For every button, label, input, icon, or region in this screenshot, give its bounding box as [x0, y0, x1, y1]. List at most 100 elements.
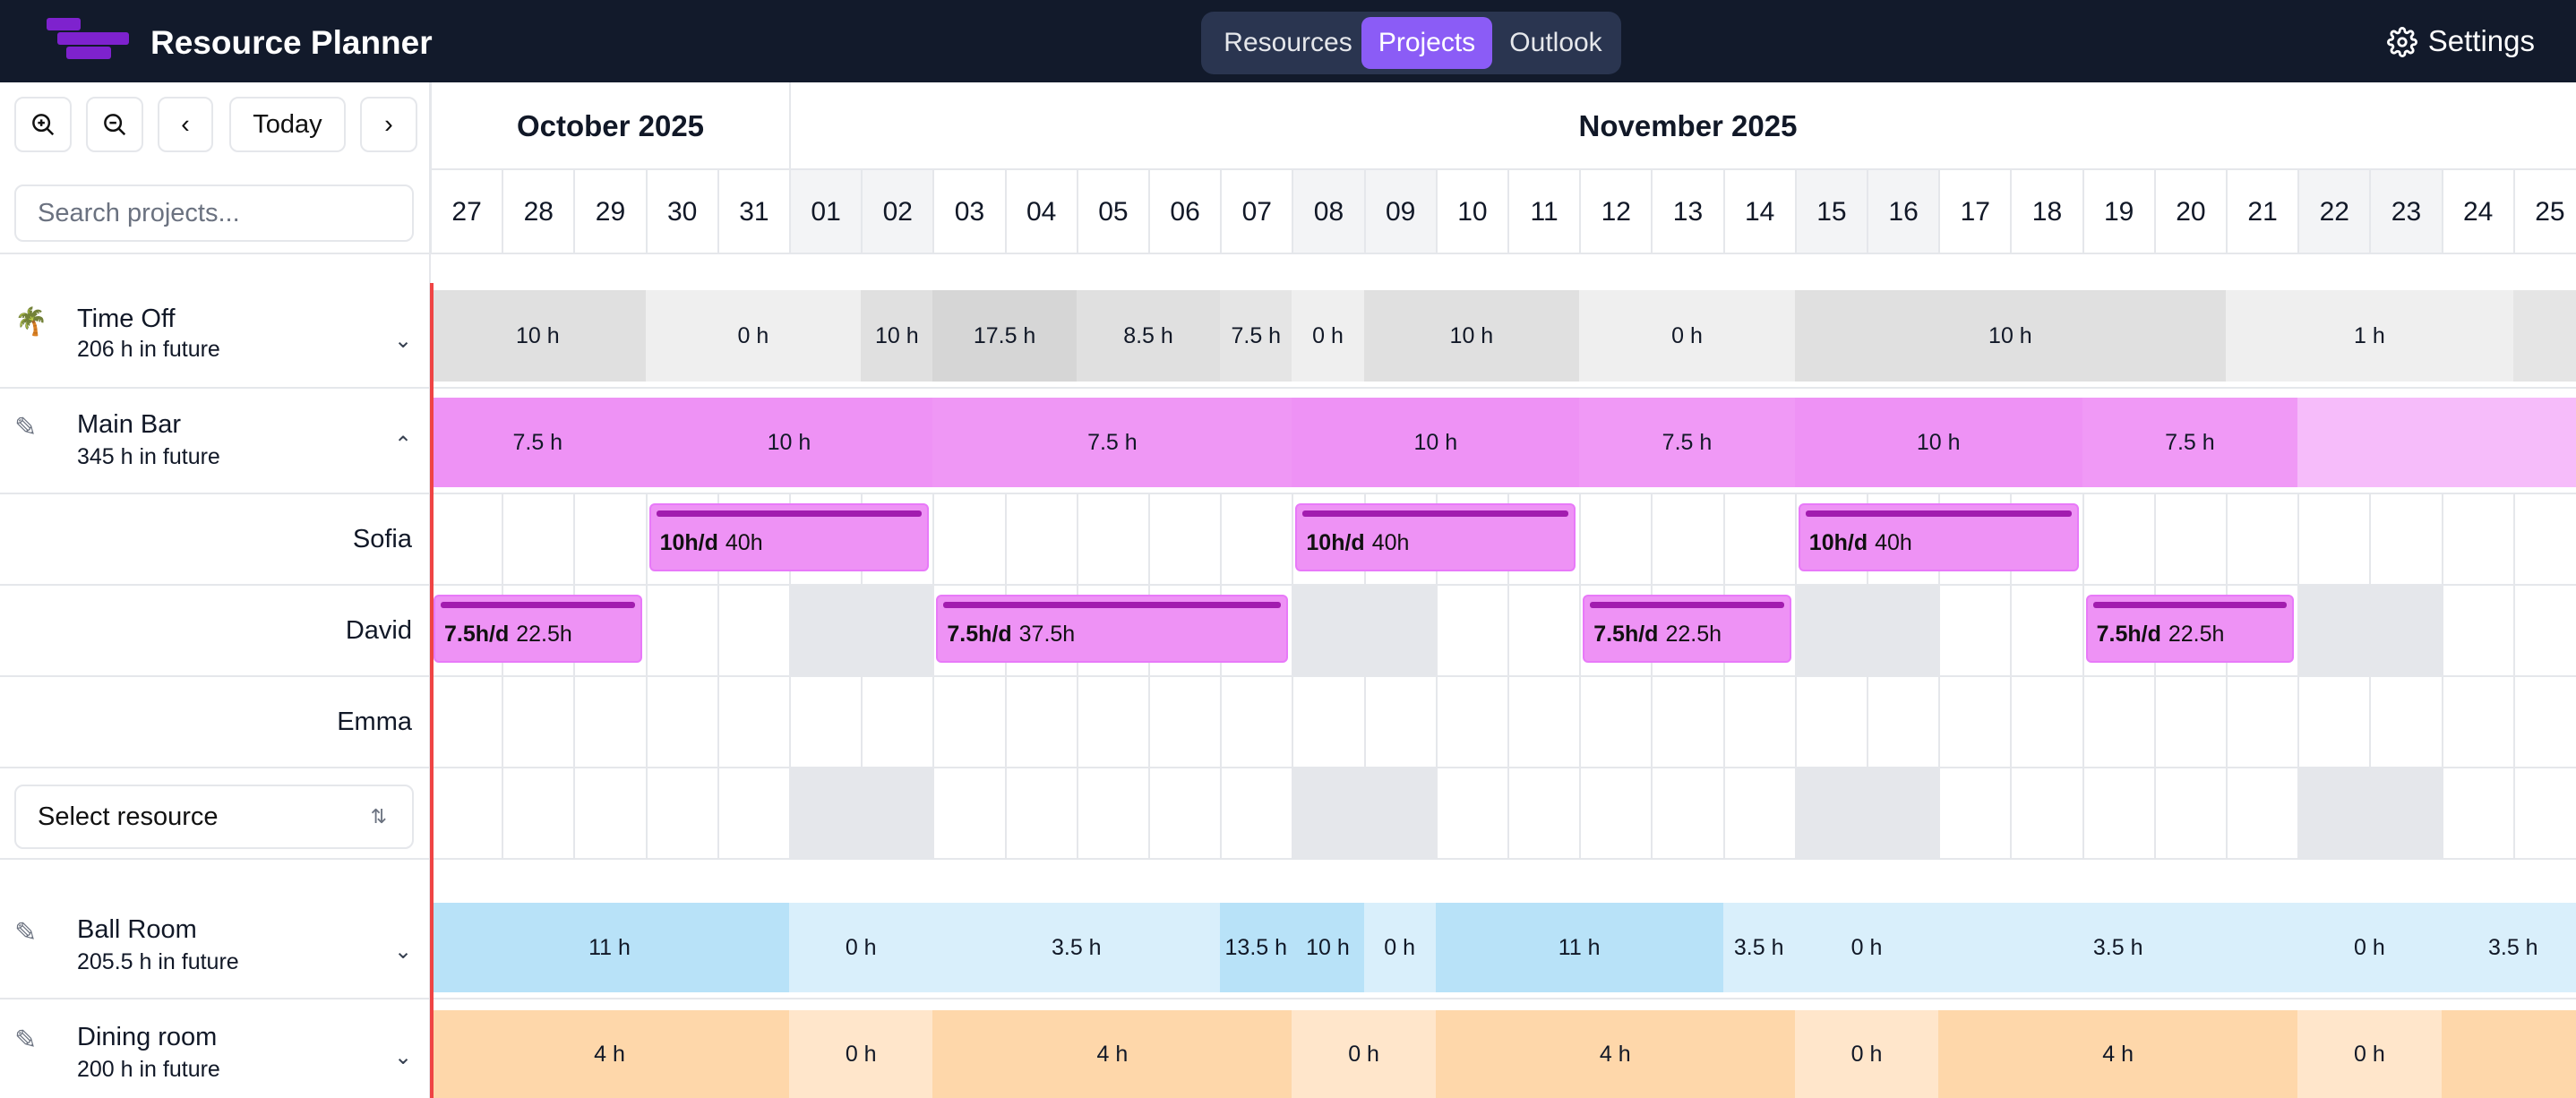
- hours-segment[interactable]: 8.5 h: [1076, 290, 1221, 382]
- day-cell[interactable]: [1938, 768, 2010, 858]
- day-cell[interactable]: [861, 586, 933, 675]
- day-cell[interactable]: [2010, 677, 2082, 767]
- day-cell[interactable]: [1435, 677, 1507, 767]
- hours-segment[interactable]: 4 h: [1435, 1010, 1795, 1098]
- day-cell[interactable]: [1794, 586, 1867, 675]
- day-cell[interactable]: [645, 586, 717, 675]
- settings-button[interactable]: Settings: [2386, 21, 2535, 61]
- hours-segment[interactable]: 3.5 h: [2441, 903, 2576, 992]
- hours-segment[interactable]: 10 h: [645, 398, 933, 487]
- day-cell[interactable]: [2226, 677, 2297, 767]
- day-cell[interactable]: [1651, 768, 1722, 858]
- hours-segment[interactable]: 11 h: [430, 903, 789, 992]
- search-input[interactable]: Search projects...: [14, 184, 414, 242]
- hours-segment[interactable]: 10 h: [430, 290, 646, 382]
- day-cell[interactable]: [2297, 494, 2369, 584]
- hours-segment[interactable]: 7.5 h: [430, 398, 646, 487]
- day-cell[interactable]: [1938, 677, 2010, 767]
- hours-segment[interactable]: 13.5 h: [1220, 903, 1292, 992]
- day-cell[interactable]: [502, 768, 573, 858]
- hours-segment[interactable]: 7.5 h: [932, 398, 1292, 487]
- day-cell[interactable]: [2369, 768, 2442, 858]
- day-cell[interactable]: [1579, 677, 1651, 767]
- day-cell[interactable]: [1579, 494, 1651, 584]
- day-cell[interactable]: [1004, 677, 1077, 767]
- tab-resources[interactable]: Resources: [1224, 28, 1352, 57]
- day-cell[interactable]: [2082, 586, 2154, 675]
- day-cell[interactable]: [2010, 768, 2082, 858]
- day-cell[interactable]: [1363, 768, 1436, 858]
- assignment-block[interactable]: 7.5h/d 37.5h: [936, 595, 1289, 663]
- day-cell[interactable]: [1507, 677, 1579, 767]
- hours-segment[interactable]: [2297, 398, 2576, 487]
- day-cell[interactable]: [717, 768, 789, 858]
- hours-segment[interactable]: 10 h: [1363, 290, 1580, 382]
- hours-segment[interactable]: 4 h: [1938, 1010, 2298, 1098]
- day-cell[interactable]: [2369, 586, 2442, 675]
- day-cell[interactable]: [2512, 677, 2576, 767]
- assignment-block[interactable]: 7.5h/d 22.5h: [2085, 595, 2295, 663]
- today-button[interactable]: Today: [229, 97, 346, 152]
- day-cell[interactable]: [1867, 768, 1939, 858]
- day-cell[interactable]: [430, 494, 502, 584]
- day-cell[interactable]: [1004, 768, 1077, 858]
- hours-segment[interactable]: 7.5 h: [2082, 398, 2298, 487]
- day-cell[interactable]: [1651, 677, 1722, 767]
- hours-segment[interactable]: 10 h: [1292, 398, 1580, 487]
- day-cell[interactable]: [1292, 494, 1363, 584]
- day-cell[interactable]: [932, 768, 1004, 858]
- day-cell[interactable]: [1435, 586, 1507, 675]
- hours-segment[interactable]: 4 h: [430, 1010, 789, 1098]
- day-cell[interactable]: [1579, 768, 1651, 858]
- day-cell[interactable]: [861, 768, 933, 858]
- hours-segment[interactable]: 7.5 h: [1220, 290, 1292, 382]
- day-cell[interactable]: [1076, 677, 1148, 767]
- day-cell[interactable]: [2512, 494, 2576, 584]
- day-cell[interactable]: [2153, 494, 2226, 584]
- day-cell[interactable]: [2441, 768, 2513, 858]
- day-cell[interactable]: [2226, 494, 2297, 584]
- hours-segment[interactable]: 0 h: [1794, 903, 1939, 992]
- day-cell[interactable]: [502, 677, 573, 767]
- hours-segment[interactable]: 0 h: [789, 903, 933, 992]
- day-cell[interactable]: [1004, 494, 1077, 584]
- day-cell[interactable]: [1292, 677, 1363, 767]
- day-cell[interactable]: [2369, 677, 2441, 767]
- hours-segment[interactable]: 0 h: [1292, 1010, 1436, 1098]
- day-cell[interactable]: [573, 677, 645, 767]
- chevron-up-icon[interactable]: ⌃: [394, 433, 413, 457]
- day-cell[interactable]: [2297, 586, 2370, 675]
- day-cell[interactable]: [2441, 494, 2513, 584]
- day-cell[interactable]: [1722, 768, 1795, 858]
- hours-segment[interactable]: 10 h: [1794, 290, 2226, 382]
- day-cell[interactable]: [1867, 677, 1938, 767]
- day-cell[interactable]: [2082, 768, 2154, 858]
- hours-segment[interactable]: 17.5 h: [932, 290, 1077, 382]
- next-button[interactable]: ›: [360, 97, 417, 152]
- hours-segment[interactable]: 0 h: [1579, 290, 1795, 382]
- assignment-block[interactable]: 10h/d 40h: [1295, 503, 1576, 571]
- day-cell[interactable]: [2441, 677, 2513, 767]
- day-cell[interactable]: [1651, 494, 1722, 584]
- day-cell[interactable]: [2441, 586, 2513, 675]
- day-cell[interactable]: [789, 768, 862, 858]
- day-cell[interactable]: [2082, 677, 2154, 767]
- hours-segment[interactable]: 3.5 h: [932, 903, 1221, 992]
- hours-segment[interactable]: 7.5 h: [1579, 398, 1795, 487]
- hours-segment[interactable]: 0 h: [2297, 903, 2442, 992]
- tab-outlook[interactable]: Outlook: [1509, 28, 1602, 57]
- day-cell[interactable]: [573, 768, 645, 858]
- day-cell[interactable]: [1220, 494, 1292, 584]
- day-cell[interactable]: [1794, 677, 1867, 767]
- day-cell[interactable]: [717, 586, 789, 675]
- day-cell[interactable]: [1794, 494, 1867, 584]
- day-cell[interactable]: [1435, 768, 1507, 858]
- day-cell[interactable]: [2153, 768, 2226, 858]
- day-cell[interactable]: [789, 677, 861, 767]
- hours-segment[interactable]: [2441, 1010, 2576, 1098]
- hours-segment[interactable]: 11 h: [1435, 903, 1723, 992]
- day-cell[interactable]: [1076, 768, 1148, 858]
- hours-segment[interactable]: 0 h: [789, 1010, 933, 1098]
- chevron-down-icon[interactable]: ⌄: [394, 329, 413, 353]
- pencil-icon[interactable]: ✎: [14, 413, 38, 442]
